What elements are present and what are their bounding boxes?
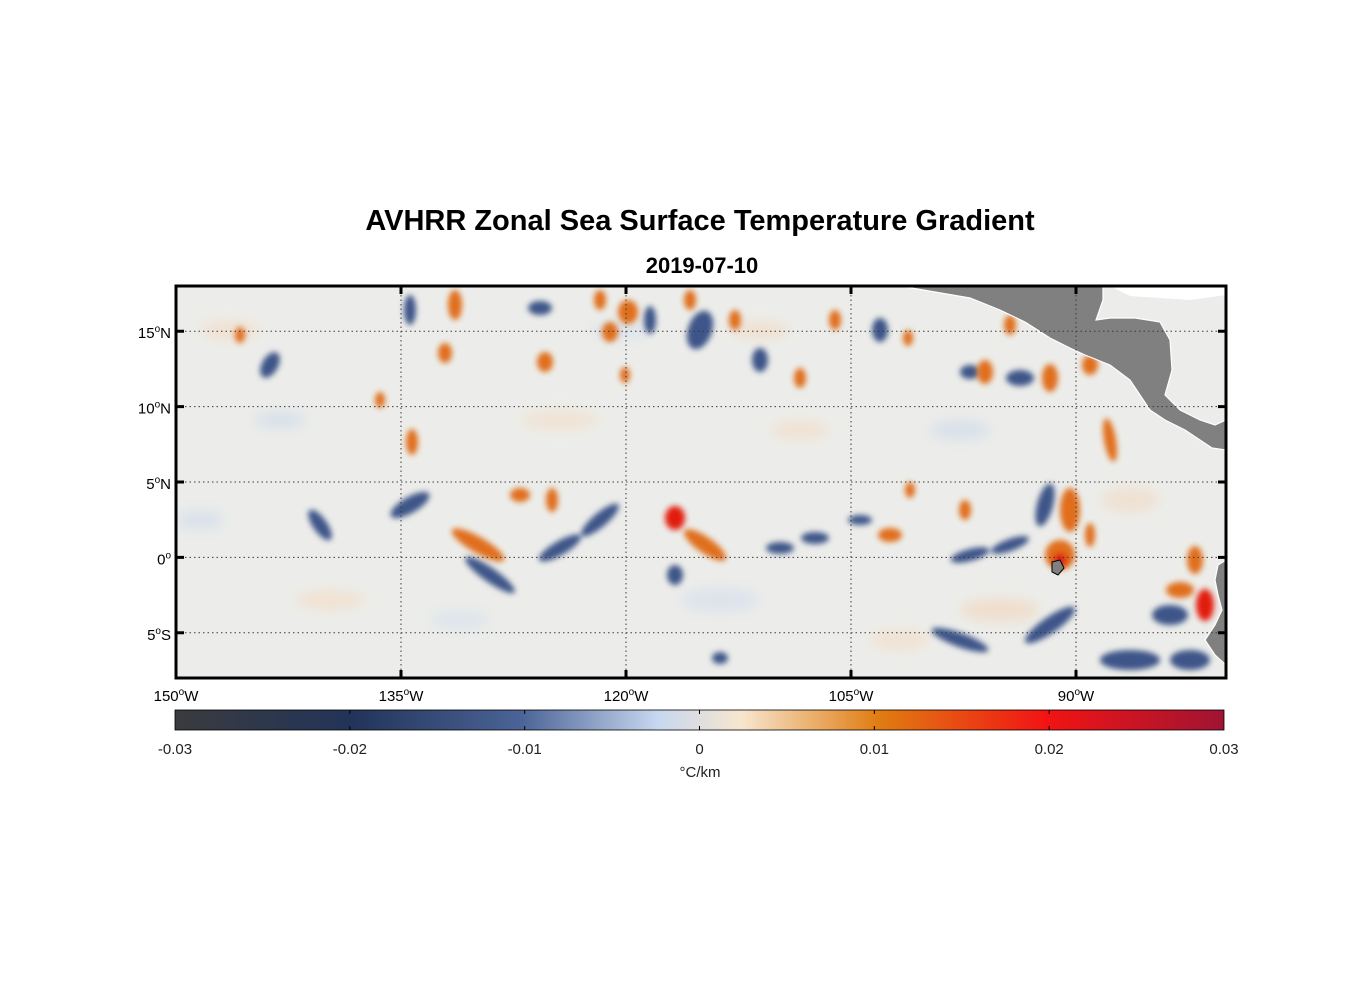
land-north-america-east bbox=[1110, 286, 1226, 300]
lon-tick-label: 120oW bbox=[604, 687, 650, 705]
lon-tick-label: 105oW bbox=[829, 687, 875, 705]
sst-gradient-field bbox=[176, 286, 1226, 678]
lon-tick-label: 150oW bbox=[154, 687, 200, 705]
ocean-background bbox=[176, 286, 1226, 678]
lat-tick-label: 5oN bbox=[146, 475, 171, 493]
frame-ticks bbox=[174, 286, 1226, 678]
land-galapagos bbox=[1051, 559, 1065, 576]
colorbar-tick-labels: -0.03 -0.02 -0.01 0 0.01 0.02 0.03 bbox=[158, 741, 1239, 758]
longitude-labels: 150oW 135oW 120oW 105oW 90oW bbox=[154, 687, 1095, 705]
colorbar-tick-label: 0.03 bbox=[1209, 741, 1238, 758]
lon-tick-label: 135oW bbox=[379, 687, 425, 705]
lat-tick-label: 0o bbox=[157, 550, 171, 568]
negative-gradient-features bbox=[260, 295, 1210, 670]
colorbar-tick-label: -0.03 bbox=[158, 741, 192, 758]
strong-positive-features bbox=[665, 506, 1214, 621]
land-south-america bbox=[1204, 559, 1226, 666]
colorbar-ticks bbox=[349, 710, 1050, 730]
background-texture bbox=[176, 320, 1160, 650]
lat-tick-label: 5oS bbox=[147, 626, 171, 644]
colorbar-tick-label: 0 bbox=[695, 741, 703, 758]
land-central-america bbox=[899, 286, 1226, 451]
colorbar-tick-label: -0.01 bbox=[508, 741, 542, 758]
colorbar-tick-label: -0.02 bbox=[333, 741, 367, 758]
lat-tick-label: 15oN bbox=[138, 324, 171, 342]
colorbar-tick-label: 0.02 bbox=[1035, 741, 1064, 758]
colorbar-tick-label: 0.01 bbox=[860, 741, 889, 758]
latitude-labels: 15oN 10oN 5oN 0o 5oS bbox=[138, 324, 172, 644]
map-subtitle: 2019-07-10 bbox=[645, 253, 759, 278]
colorbar-units: °C/km bbox=[679, 764, 721, 781]
lat-tick-label: 10oN bbox=[138, 400, 171, 418]
positive-gradient-features bbox=[235, 290, 1203, 598]
lon-tick-label: 90oW bbox=[1058, 687, 1095, 705]
map-title: AVHRR Zonal Sea Surface Temperature Grad… bbox=[365, 205, 1035, 237]
